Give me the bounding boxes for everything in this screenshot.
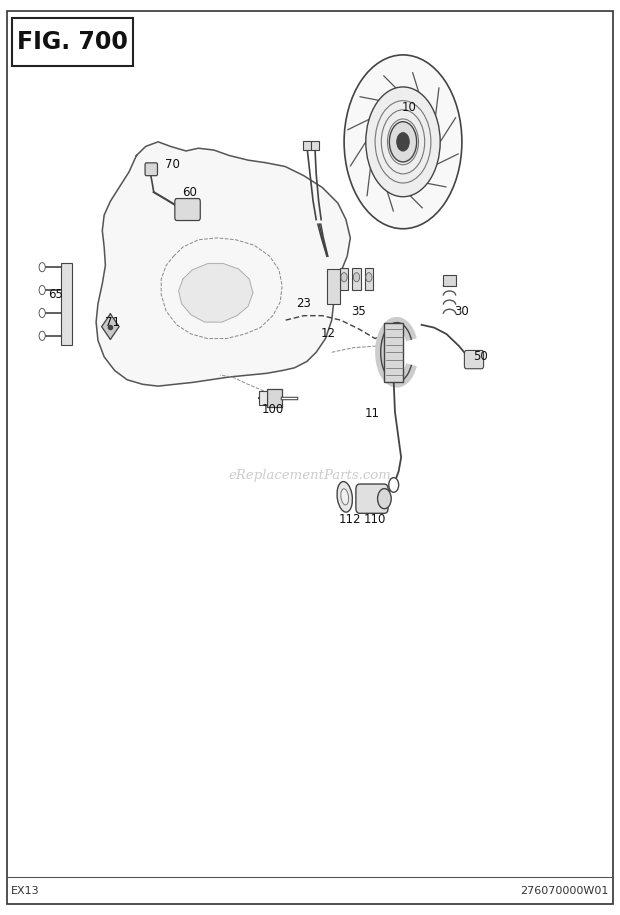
Text: FIG. 700: FIG. 700: [17, 30, 128, 54]
Text: 35: 35: [351, 305, 366, 318]
Bar: [311, 141, 319, 150]
Text: 30: 30: [454, 305, 469, 318]
FancyBboxPatch shape: [356, 484, 388, 513]
Circle shape: [39, 285, 45, 295]
FancyBboxPatch shape: [175, 199, 200, 221]
Text: 112: 112: [339, 513, 361, 526]
Text: 276070000W01: 276070000W01: [520, 887, 609, 896]
Polygon shape: [102, 314, 119, 339]
Ellipse shape: [337, 481, 352, 512]
Ellipse shape: [341, 489, 348, 505]
Circle shape: [389, 122, 417, 162]
Circle shape: [344, 55, 462, 229]
FancyBboxPatch shape: [464, 350, 484, 369]
Text: 11: 11: [365, 407, 379, 420]
Bar: [327, 269, 340, 304]
Bar: [384, 323, 403, 382]
Circle shape: [39, 308, 45, 318]
Bar: [303, 141, 311, 150]
Circle shape: [378, 489, 391, 509]
Text: 65: 65: [48, 288, 63, 301]
Bar: [443, 275, 456, 286]
Bar: [259, 391, 267, 405]
Circle shape: [366, 273, 372, 282]
Circle shape: [353, 273, 360, 282]
Circle shape: [39, 331, 45, 340]
Text: 70: 70: [165, 158, 180, 171]
Bar: [352, 268, 361, 290]
Polygon shape: [179, 264, 253, 322]
Text: EX13: EX13: [11, 887, 40, 896]
FancyBboxPatch shape: [12, 18, 133, 66]
Text: 71: 71: [105, 316, 120, 328]
Bar: [61, 263, 72, 345]
Polygon shape: [96, 142, 350, 386]
Text: eReplacementParts.com: eReplacementParts.com: [229, 469, 391, 482]
Bar: [365, 268, 373, 290]
Circle shape: [366, 87, 440, 197]
Text: 23: 23: [296, 297, 311, 310]
Bar: [267, 389, 282, 407]
Circle shape: [397, 133, 409, 151]
Text: 110: 110: [364, 513, 386, 526]
Text: 10: 10: [402, 101, 417, 113]
Circle shape: [341, 273, 347, 282]
Circle shape: [39, 263, 45, 272]
Circle shape: [389, 478, 399, 492]
Text: 100: 100: [262, 404, 284, 416]
Bar: [340, 268, 348, 290]
Text: 12: 12: [321, 328, 336, 340]
Text: 50: 50: [473, 350, 488, 363]
FancyBboxPatch shape: [145, 163, 157, 176]
Text: 60: 60: [182, 186, 197, 199]
